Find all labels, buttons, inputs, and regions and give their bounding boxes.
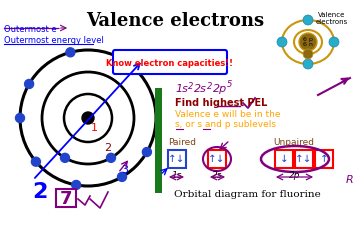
Circle shape [31,157,40,166]
FancyBboxPatch shape [208,150,226,168]
Text: 3: 3 [122,165,129,175]
Text: ↓: ↓ [280,154,288,164]
FancyBboxPatch shape [168,150,186,168]
Text: Outermost energy level: Outermost energy level [4,36,104,45]
Text: Find highest PEL: Find highest PEL [175,98,267,108]
Text: Valence
electrons: Valence electrons [316,12,348,25]
Text: 7: 7 [60,190,72,208]
Circle shape [303,49,313,59]
Text: 2: 2 [207,82,212,91]
Circle shape [277,37,287,47]
Circle shape [107,153,116,162]
Text: 1s: 1s [175,84,188,94]
Text: R: R [346,175,354,185]
Text: ↑↓: ↑↓ [295,154,313,164]
FancyBboxPatch shape [295,150,313,168]
Circle shape [329,37,339,47]
Text: 2s: 2s [212,171,222,180]
Circle shape [72,180,81,189]
Text: ↑: ↑ [320,154,328,164]
Circle shape [143,148,152,157]
Circle shape [303,59,313,69]
Text: 2p: 2p [289,171,301,180]
Text: 2: 2 [32,182,48,202]
Circle shape [299,33,317,51]
Text: 5: 5 [227,80,232,89]
Text: 2: 2 [188,82,193,91]
Circle shape [60,153,69,162]
Circle shape [117,172,126,181]
FancyBboxPatch shape [275,150,293,168]
Text: Valence electrons: Valence electrons [86,12,264,30]
Text: 2: 2 [104,143,112,153]
Text: 6 p
6 n: 6 p 6 n [303,37,313,47]
Text: Outermost e⁻: Outermost e⁻ [4,25,61,34]
Text: 2p: 2p [213,84,227,94]
Text: Unpaired: Unpaired [273,138,314,147]
FancyBboxPatch shape [315,150,333,168]
Text: 1: 1 [90,123,98,133]
Text: s, or s and p sublevels: s, or s and p sublevels [175,120,276,129]
Text: Know electron capacities!!: Know electron capacities!! [107,58,234,68]
Circle shape [303,15,313,25]
Text: Paired: Paired [168,138,196,147]
FancyBboxPatch shape [113,50,227,74]
Text: Orbital diagram for fluorine: Orbital diagram for fluorine [174,190,320,199]
Text: 2s: 2s [194,84,207,94]
Circle shape [66,48,75,57]
Text: Valence e will be in the: Valence e will be in the [175,110,280,119]
Circle shape [15,113,24,122]
Circle shape [117,55,126,64]
Bar [155,88,162,193]
Text: ↑↓: ↑↓ [208,154,226,164]
Circle shape [24,79,33,88]
Text: ↑↓: ↑↓ [168,154,186,164]
FancyBboxPatch shape [56,189,76,207]
Circle shape [82,112,94,124]
Text: 1s: 1s [172,171,182,180]
